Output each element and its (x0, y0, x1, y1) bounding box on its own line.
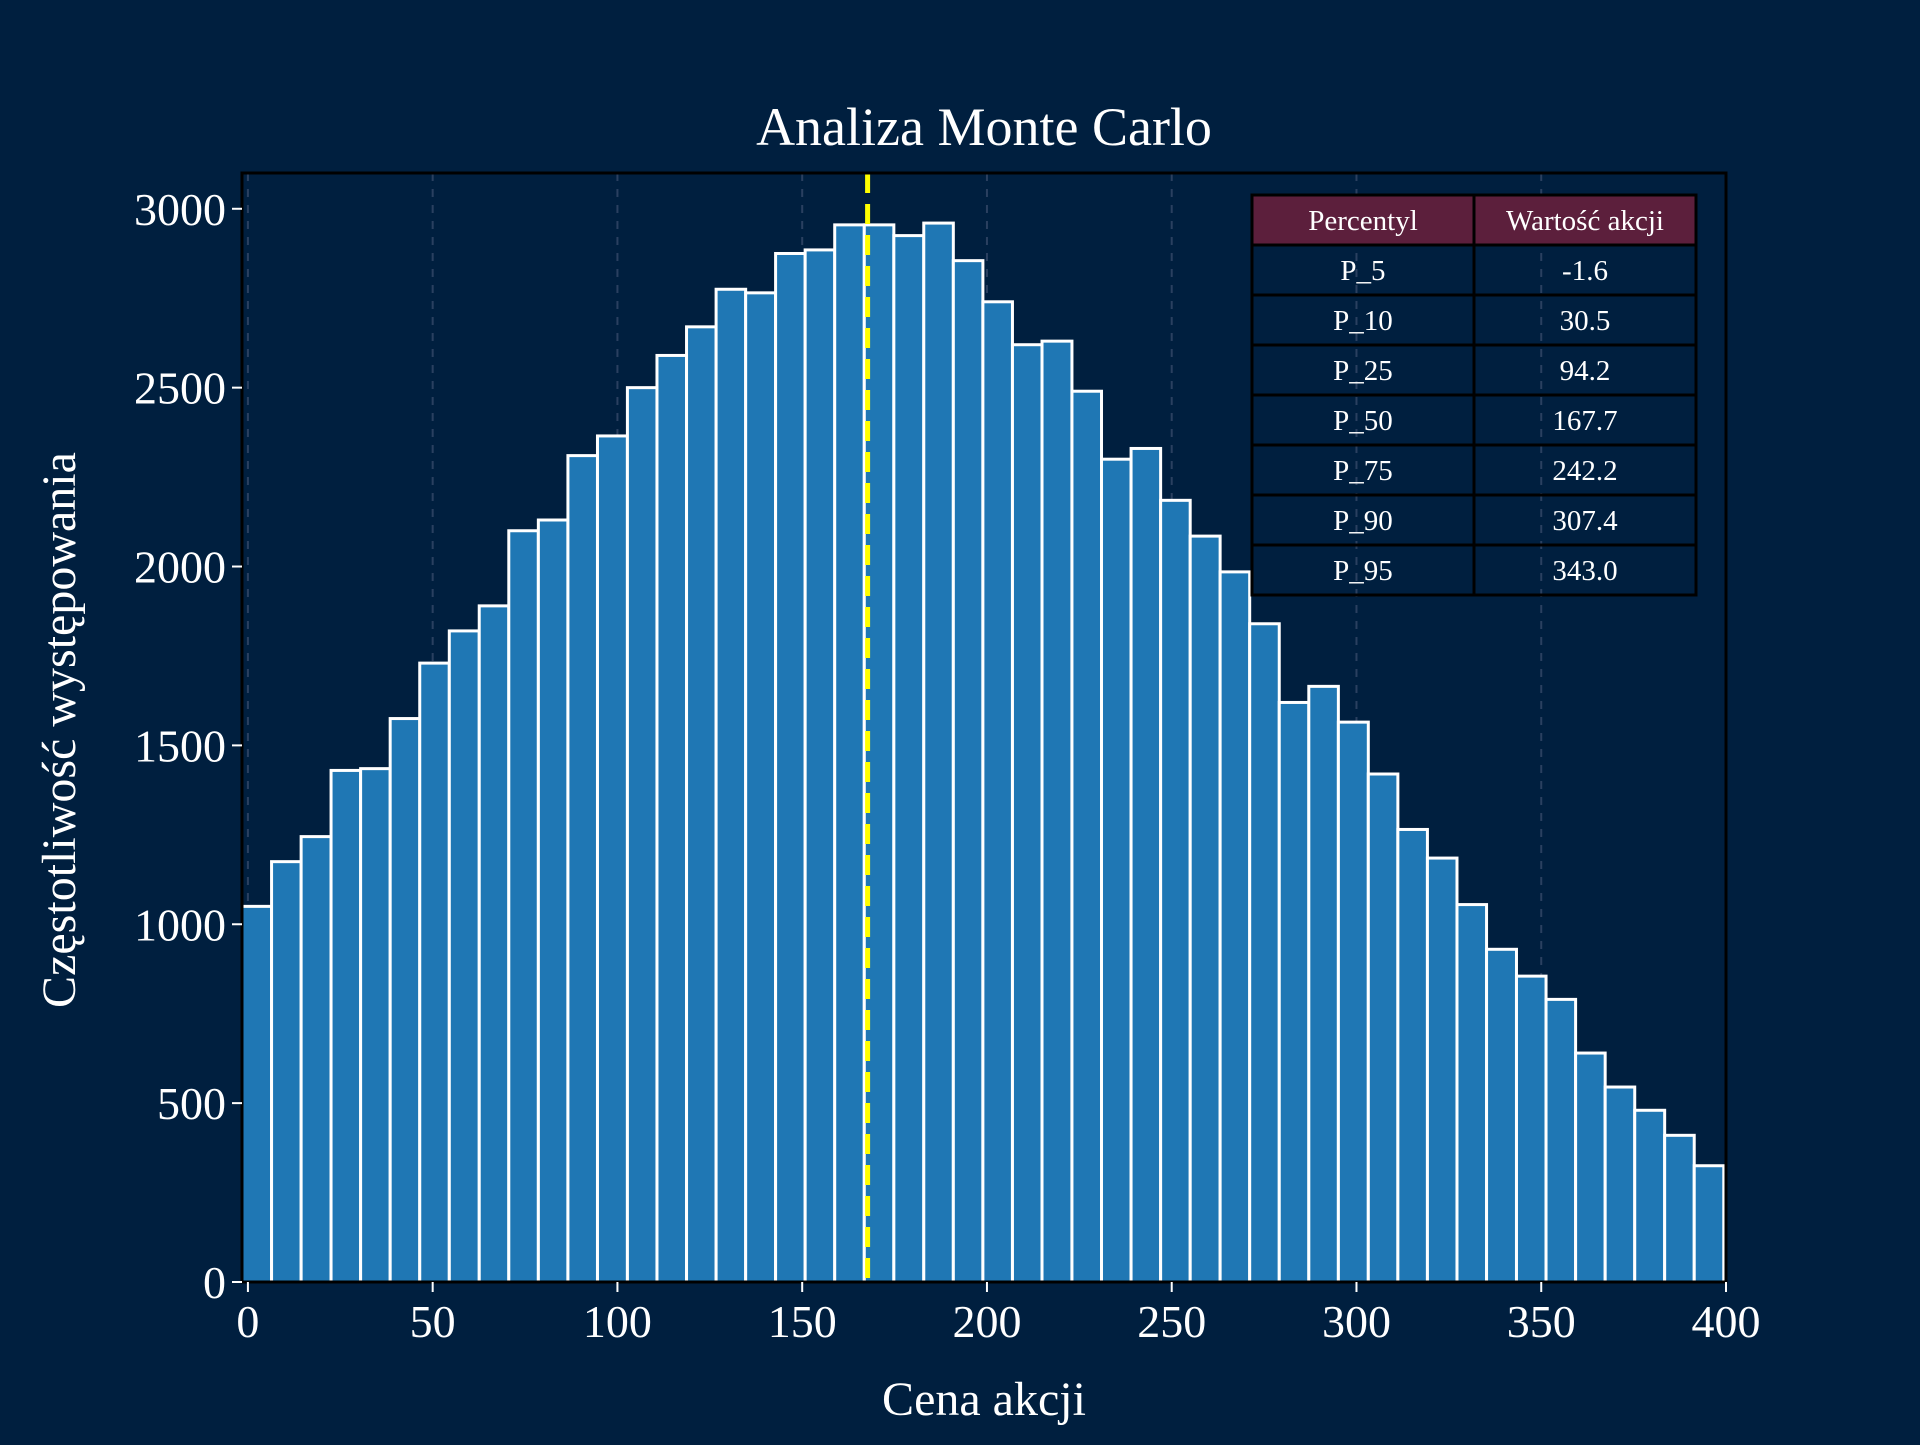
bars-layer (240, 221, 1726, 1284)
table-percentile-text: P_50 (1333, 405, 1393, 437)
histogram-bar (862, 223, 896, 1284)
histogram-bar (240, 904, 274, 1284)
x-tick-label: 100 (583, 1296, 652, 1347)
histogram-bar (1692, 1164, 1726, 1284)
histogram-bar (1159, 498, 1192, 1284)
histogram-bar (1336, 720, 1370, 1284)
histogram-bar (833, 223, 866, 1284)
table-header-value-text: Wartość akcji (1506, 205, 1664, 237)
x-tick-label: 300 (1322, 1296, 1391, 1347)
table-value-text: -1.6 (1562, 255, 1608, 287)
histogram-bar (1425, 856, 1459, 1284)
table-value-text: 30.5 (1560, 305, 1611, 337)
x-tick-label: 150 (768, 1296, 837, 1347)
histogram-bar (1603, 1085, 1637, 1284)
histogram-bar (1277, 700, 1311, 1284)
histogram-bar (1366, 772, 1400, 1284)
ticks-layer: 0 50 100 150 200 250 300 350 400 0 500 1000 1500 2000… (134, 184, 1761, 1347)
histogram-bar (1663, 1133, 1696, 1284)
histogram-bar (1129, 446, 1163, 1284)
histogram-bar (1100, 457, 1133, 1284)
histogram-bar (685, 325, 718, 1284)
x-tick-label: 250 (1137, 1296, 1206, 1347)
histogram-bar (892, 234, 926, 1284)
histogram-bar (388, 717, 422, 1284)
table-percentile-text: P_10 (1333, 305, 1393, 337)
table-value-cell (1472, 543, 1698, 597)
histogram-bar (1544, 997, 1578, 1284)
histogram-bar (595, 434, 629, 1284)
histogram-bar (655, 353, 689, 1284)
histogram-bar (1070, 389, 1104, 1284)
histogram-bar (1514, 974, 1548, 1284)
histogram-bar (1633, 1108, 1667, 1284)
histogram-bar (418, 661, 451, 1284)
plot-frame (240, 171, 1728, 1284)
x-tick-label: 400 (1692, 1296, 1761, 1347)
y-axis-label: Częstotliwość występowania (33, 452, 86, 1008)
y-tick-label: 1500 (134, 720, 226, 771)
histogram-bar (1574, 1051, 1607, 1284)
table-value-text: 242.2 (1552, 455, 1617, 487)
table-percentile-text: P_5 (1340, 255, 1385, 287)
histogram-bar (1485, 947, 1518, 1284)
y-tick-label: 500 (157, 1078, 226, 1129)
histogram-bar (714, 287, 748, 1284)
histogram-bar (625, 386, 659, 1284)
histogram-bar (1307, 684, 1340, 1284)
histogram-bar (1010, 343, 1044, 1284)
x-tick-label: 350 (1507, 1296, 1576, 1347)
percentile-table: Percentyl Wartość akcji P_5 -1.6 P_10 30.5 P_2… (1250, 193, 1698, 597)
x-tick-label: 200 (952, 1296, 1021, 1347)
histogram-bar (329, 768, 363, 1284)
histogram-bar (951, 259, 985, 1284)
table-percentile-text: P_90 (1333, 505, 1393, 537)
histogram-bar (359, 767, 392, 1284)
table-header-percentile-cell (1250, 193, 1476, 247)
histogram-bar (1188, 534, 1222, 1284)
histogram-bar (744, 291, 778, 1284)
table-value-text: 167.7 (1552, 405, 1617, 437)
histogram-bar (270, 860, 303, 1284)
chart-title: Analiza Monte Carlo (756, 97, 1212, 157)
histogram-bar (803, 248, 837, 1284)
histogram-bar (1040, 339, 1074, 1284)
histogram-bar (566, 454, 599, 1284)
histogram-bar (922, 221, 955, 1284)
table-value-text: 343.0 (1552, 555, 1617, 587)
y-tick-label: 3000 (134, 184, 226, 235)
table-percentile-text: P_75 (1333, 455, 1393, 487)
x-tick-label: 50 (410, 1296, 456, 1347)
x-tick-label: 0 (236, 1296, 259, 1347)
histogram-bar (1218, 570, 1252, 1284)
y-tick-label: 0 (203, 1257, 226, 1308)
table-percentile-text: P_95 (1333, 555, 1393, 587)
histogram-bar (981, 300, 1014, 1284)
histogram-bar (477, 604, 511, 1284)
histogram-bar (507, 529, 540, 1284)
histogram-bar (1248, 622, 1281, 1284)
table-value-text: 307.4 (1552, 505, 1618, 537)
histogram-bar (1396, 827, 1429, 1284)
x-axis-label: Cena akcji (882, 1373, 1086, 1426)
table-header-percentile-text: Percentyl (1308, 205, 1418, 237)
y-tick-label: 2500 (134, 363, 226, 414)
histogram-bar (447, 629, 481, 1284)
table-percentile-text: P_25 (1333, 355, 1393, 387)
y-tick-label: 2000 (134, 542, 226, 593)
y-tick-label: 1000 (134, 899, 226, 950)
histogram-bar (774, 251, 807, 1284)
histogram-bar (1455, 903, 1489, 1284)
table-value-text: 94.2 (1560, 355, 1611, 387)
histogram-bar (299, 835, 333, 1284)
histogram-bar (536, 518, 570, 1284)
